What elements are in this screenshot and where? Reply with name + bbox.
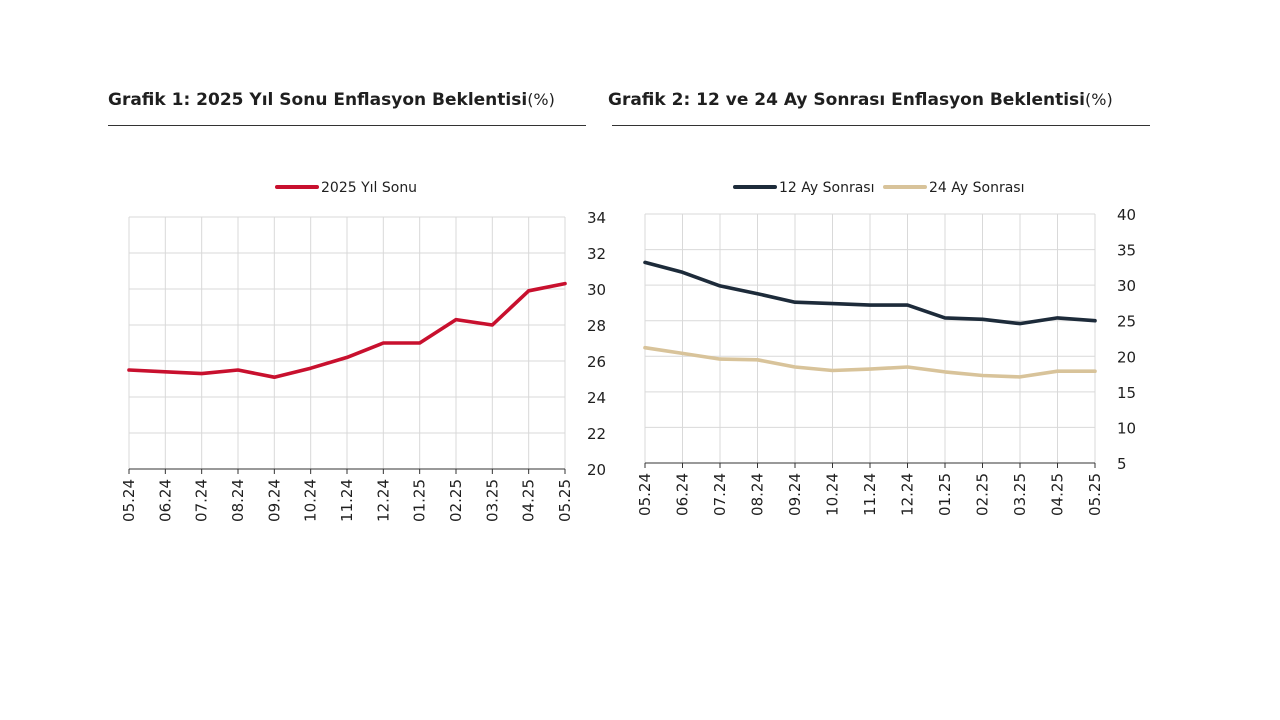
- chart-2-x-tick-label: 05.25: [1086, 473, 1104, 516]
- chart-2-y-tick-label: 10: [1117, 419, 1136, 437]
- chart-1-x-tick-label: 06.24: [156, 479, 174, 522]
- chart-1-y-tick-label: 30: [587, 281, 606, 299]
- chart-2-title-unit: (%): [1085, 90, 1113, 109]
- chart-2-x-tick-label: 06.24: [674, 473, 692, 516]
- chart-2-legend-label-1: 12 Ay Sonrası: [779, 180, 874, 196]
- chart-1-x-tick-label: 10.24: [302, 479, 320, 522]
- chart-2-y-tick-label: 35: [1117, 242, 1136, 260]
- chart-2-x-tick-label: 12.24: [899, 473, 917, 516]
- chart-1-title-rule: [108, 125, 586, 126]
- chart-1-x-tick-label: 09.24: [265, 479, 283, 522]
- chart-1-y-tick-label: 32: [587, 245, 606, 263]
- chart-2-x-tick-label: 07.24: [711, 473, 729, 516]
- chart-1-x-tick-label: 07.24: [193, 479, 211, 522]
- chart-2-legend-label-2: 24 Ay Sonrası: [929, 180, 1024, 196]
- chart-1-title-text: Grafik 1: 2025 Yıl Sonu Enflasyon Beklen…: [108, 90, 528, 110]
- chart-2-x-tick-label: 01.25: [936, 473, 954, 516]
- chart-1-y-tick-label: 28: [587, 317, 606, 335]
- chart-1-legend-label-1: 2025 Yıl Sonu: [321, 180, 417, 196]
- chart-2-title: Grafik 2: 12 ve 24 Ay Sonrası Enflasyon …: [608, 90, 1113, 110]
- chart-2-y-tick-label: 40: [1117, 206, 1136, 224]
- chart-1-x-tick-label: 05.24: [120, 479, 138, 522]
- chart-1-title: Grafik 1: 2025 Yıl Sonu Enflasyon Beklen…: [108, 90, 555, 110]
- chart-2-y-tick-label: 20: [1117, 348, 1136, 366]
- chart-2-y-tick-label: 30: [1117, 277, 1136, 295]
- chart-2-y-tick-label: 25: [1117, 313, 1136, 331]
- chart-2-x-tick-label: 03.25: [1011, 473, 1029, 516]
- chart-1-y-tick-label: 34: [587, 209, 606, 227]
- chart-1-title-unit: (%): [527, 90, 555, 109]
- chart-2-plot: 05.24 06.24 07.24 08.24 09.24 10.24 11.24 12.24…: [636, 180, 1136, 516]
- chart-2-x-tick-label: 11.24: [861, 473, 879, 516]
- chart-2-y-tick-label: 15: [1117, 384, 1136, 402]
- chart-2-x-tick-label: 10.24: [824, 473, 842, 516]
- chart-1-x-tick-label: 08.24: [229, 479, 247, 522]
- chart-1-x-tick-label: 11.24: [338, 479, 356, 522]
- chart-2-x-tick-label: 09.24: [786, 473, 804, 516]
- chart-1-y-tick-label: 22: [587, 425, 606, 443]
- chart-2-series-line-1: [643, 260, 1097, 326]
- chart-2-x-tick-label: 05.24: [636, 473, 654, 516]
- chart-1-x-tick-label: 04.25: [520, 479, 538, 522]
- chart-2-title-text: Grafik 2: 12 ve 24 Ay Sonrası Enflasyon …: [608, 90, 1085, 110]
- chart-1-x-tick-label: 12.24: [374, 479, 392, 522]
- chart-2-x-tick-label: 08.24: [749, 473, 767, 516]
- chart-1-plot: 05.24 06.24 07.24 08.24 09.24 10.24 11.24 12.24…: [120, 180, 606, 522]
- chart-1-series-line-1: [127, 281, 567, 379]
- chart-1-y-tick-label: 26: [587, 353, 606, 371]
- chart-1-x-tick-label: 05.25: [556, 479, 574, 522]
- chart-2-y-tick-label: 5: [1117, 455, 1127, 473]
- chart-1-y-tick-label: 24: [587, 389, 606, 407]
- chart-2-series-line-2: [643, 345, 1097, 379]
- chart-1-y-tick-label: 20: [587, 461, 606, 479]
- chart-1-x-tick-label: 01.25: [411, 479, 429, 522]
- chart-2-x-tick-label: 04.25: [1049, 473, 1067, 516]
- chart-1-x-tick-label: 03.25: [483, 479, 501, 522]
- chart-2-x-tick-label: 02.25: [974, 473, 992, 516]
- chart-2-title-rule: [612, 125, 1150, 126]
- chart-1-x-tick-label: 02.25: [447, 479, 465, 522]
